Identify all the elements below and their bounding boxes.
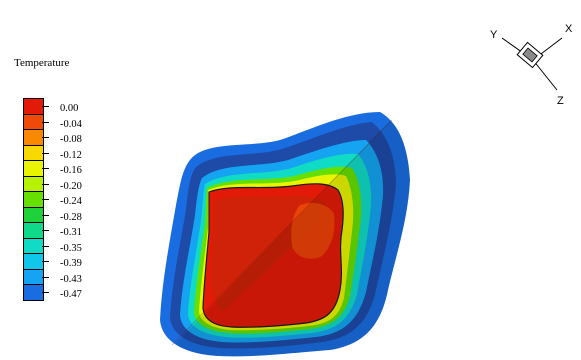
legend-level-label: -0.47	[60, 289, 82, 300]
z-axis-label: Z	[557, 95, 564, 107]
temperature-contour-body	[160, 112, 410, 357]
diagonal-edge-line	[171, 119, 393, 346]
legend-title: Temperature	[14, 57, 70, 69]
legend-swatch	[24, 238, 43, 254]
axis-triad: X Y Z	[490, 23, 573, 107]
legend-tick	[42, 137, 49, 138]
color-legend-bar	[23, 98, 44, 301]
legend-level-label: -0.24	[60, 196, 82, 207]
legend-tick	[42, 245, 49, 247]
legend-level-label: -0.20	[60, 180, 82, 192]
legend-swatch	[24, 145, 43, 161]
legend-tick	[42, 121, 49, 123]
legend-tick	[42, 199, 49, 200]
legend-swatch	[24, 161, 43, 177]
legend-tick	[42, 168, 49, 169]
x-axis-label: X	[565, 23, 573, 35]
diagonal-shade-overlay	[160, 112, 410, 357]
legend-swatch	[24, 223, 43, 239]
legend-level-label: -0.31	[60, 227, 82, 238]
legend-level-label: -0.04	[60, 118, 82, 130]
legend-level-label: -0.28	[60, 211, 82, 223]
legend-swatch	[24, 254, 43, 270]
legend-level-label: 0.00	[60, 103, 79, 114]
legend-swatch	[24, 114, 43, 130]
contour-band-hot-spot	[291, 202, 335, 259]
y-axis-label: Y	[490, 29, 498, 41]
legend-swatch	[24, 176, 43, 192]
legend-swatch	[24, 207, 43, 223]
z-axis-line	[532, 59, 558, 91]
legend-swatch	[24, 130, 43, 146]
legend-tick	[42, 106, 49, 107]
legend-level-label: -0.35	[60, 242, 82, 254]
legend-swatch	[24, 269, 43, 285]
legend-tick	[42, 214, 49, 216]
legend-level-label: -0.08	[60, 134, 82, 145]
legend-tick	[42, 230, 49, 231]
legend-tick	[42, 152, 49, 154]
legend-swatch	[24, 192, 43, 208]
legend-tick	[42, 261, 49, 262]
triad-cube-icon	[516, 41, 544, 69]
legend-swatch	[24, 285, 43, 300]
legend-tick	[42, 292, 49, 293]
color-legend-labels: 0.00 -0.04 -0.08 -0.12 -0.16 -0.20 -0.24 -0.28 -…	[60, 101, 82, 303]
legend-swatch	[24, 99, 43, 115]
legend-level-label: -0.39	[60, 258, 82, 269]
legend-tick	[42, 276, 49, 278]
legend-level-label: -0.16	[60, 165, 82, 176]
legend-level-label: -0.12	[60, 149, 82, 161]
legend-tick	[42, 183, 49, 185]
legend-level-label: -0.43	[60, 273, 82, 285]
